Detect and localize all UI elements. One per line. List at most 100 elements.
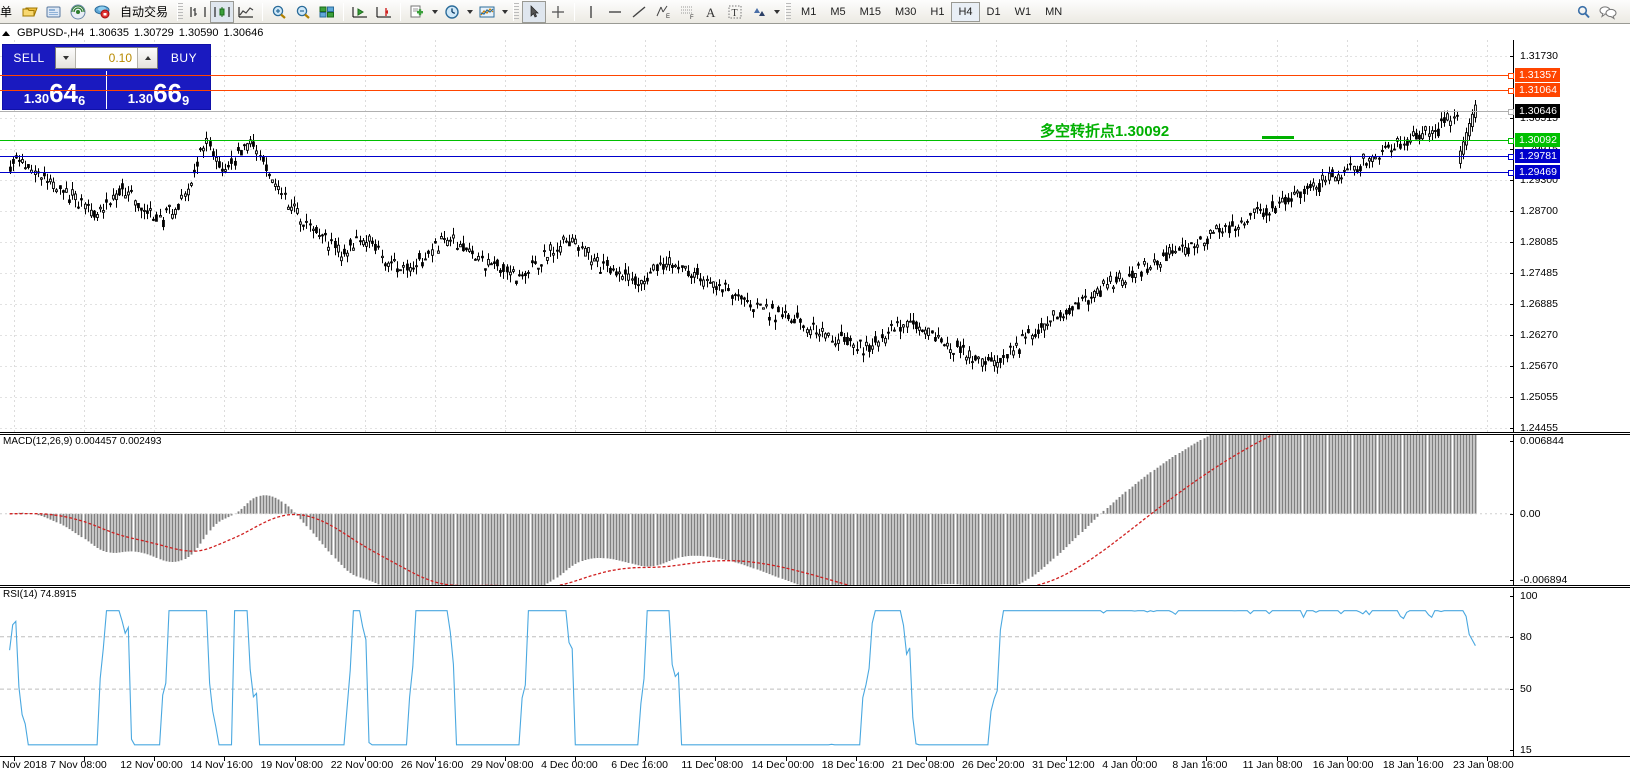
price-plot-area[interactable]	[0, 40, 1513, 432]
toolbar-grip-2[interactable]	[513, 2, 520, 21]
period-dropdown-caret[interactable]	[464, 1, 475, 23]
price-level-line[interactable]	[0, 153, 1514, 160]
search-icon[interactable]	[1572, 1, 1596, 23]
timeframe-m30[interactable]: M30	[895, 5, 917, 18]
price-level-handle[interactable]	[1508, 88, 1514, 95]
volume-increase-button[interactable]	[137, 48, 157, 68]
zoom-in-icon[interactable]	[267, 1, 291, 23]
rsi-axis-tick: 100	[1510, 590, 1538, 602]
time-axis[interactable]: Nov 2018 7 Nov 08:00 12 Nov 00:00 14 Nov 16…	[0, 756, 1630, 772]
macd-axis-tick: 0.00	[1509, 508, 1540, 520]
time-axis-label: 11 Jan 08:00	[1242, 759, 1303, 771]
folder-icon[interactable]	[18, 1, 42, 23]
timeframe-h4[interactable]: H4	[951, 1, 980, 22]
expert-advisor-icon[interactable]	[90, 1, 114, 23]
sell-price[interactable]: 1.30 64 6	[3, 71, 107, 109]
macd-axis: 0.006844 0.00 -0.006894	[1509, 435, 1630, 586]
fibonacci-icon[interactable]: F	[675, 1, 699, 23]
vertical-line-icon[interactable]	[579, 1, 603, 23]
timeframe-m15[interactable]: M15	[859, 5, 881, 18]
price-level-line[interactable]	[0, 137, 1514, 144]
pane-separator-rsi[interactable]	[0, 585, 1630, 588]
price-axis[interactable]: 1.31357 1.31064 1.30646 1.30092 1.29781 1.294…	[1510, 40, 1630, 434]
price-level-line[interactable]	[0, 169, 1514, 176]
price-tag: 1.30092	[1515, 132, 1560, 147]
pane-separator-macd[interactable]	[0, 432, 1630, 435]
crosshair-icon[interactable]	[546, 1, 570, 23]
price-level-handle[interactable]	[1508, 153, 1514, 160]
new-template-icon[interactable]	[405, 1, 429, 23]
time-axis-label: 14 Nov 16:00	[190, 759, 253, 771]
timeframe-m1[interactable]: M1	[801, 5, 817, 18]
volume-input[interactable]: 0.10	[76, 48, 137, 68]
zoom-out-icon[interactable]	[291, 1, 315, 23]
price-level-line[interactable]	[0, 88, 1514, 95]
indicators-icon[interactable]	[475, 1, 499, 23]
macd-series	[0, 435, 1513, 585]
svg-text:E: E	[666, 14, 670, 20]
price-level-handle[interactable]	[1508, 169, 1514, 176]
time-axis-label: 11 Dec 08:00	[681, 759, 744, 771]
new-order-label[interactable]: 单	[0, 5, 13, 19]
toolbar-grip[interactable]	[177, 2, 184, 21]
text-label-icon[interactable]: A	[699, 1, 723, 23]
elliott-wave-icon[interactable]: E	[651, 1, 675, 23]
time-axis-label: 21 Dec 08:00	[891, 759, 955, 771]
price-level-line[interactable]	[0, 73, 1514, 80]
price-level-handle[interactable]	[1508, 109, 1514, 116]
time-axis-tick	[1487, 757, 1488, 761]
timeframe-d1[interactable]: D1	[986, 5, 1001, 18]
chart-container[interactable]: 1.31357 1.31064 1.30646 1.30092 1.29781 1.294…	[0, 40, 1630, 772]
macd-pane[interactable]: MACD(12,26,9) 0.004457 0.002493 0.006844…	[0, 435, 1630, 586]
bar-chart-icon[interactable]	[186, 1, 210, 23]
candlestick-chart-icon[interactable]	[210, 0, 235, 23]
auto-trading-label[interactable]: 自动交易	[120, 5, 169, 19]
toolbar-grip-3[interactable]	[785, 2, 792, 21]
time-axis-label: 6 Dec 16:00	[611, 759, 668, 771]
shapes-dropdown-caret[interactable]	[771, 1, 782, 23]
price-pane[interactable]: 1.31357 1.31064 1.30646 1.30092 1.29781 1.294…	[0, 40, 1630, 434]
template-dropdown-caret[interactable]	[429, 1, 440, 23]
text-box-icon[interactable]: T	[723, 1, 747, 23]
buy-price[interactable]: 1.30 66 9	[107, 71, 210, 109]
rsi-plot-area[interactable]	[0, 588, 1513, 756]
price-tag: 1.31357	[1515, 68, 1560, 83]
price-level-handle[interactable]	[1508, 137, 1514, 144]
price-axis-tick: 1.28700	[1510, 205, 1558, 217]
timeframe-h1[interactable]: H1	[930, 5, 945, 18]
volume-decrease-button[interactable]	[56, 48, 76, 68]
timeframe-m5[interactable]: M5	[830, 5, 846, 18]
price-axis-tick: 1.31730	[1510, 50, 1558, 62]
price-level-handle[interactable]	[1508, 73, 1514, 80]
period-separators-icon[interactable]	[440, 1, 464, 23]
trendline-icon[interactable]	[627, 1, 651, 23]
sell-button[interactable]: SELL	[13, 51, 45, 65]
rsi-pane[interactable]: RSI(14) 74.8915 100 80 50 15	[0, 588, 1630, 756]
signal-icon[interactable]	[66, 1, 90, 23]
shapes-icon[interactable]	[747, 1, 771, 23]
collapse-triangle-icon[interactable]	[2, 30, 10, 36]
timeframe-mn[interactable]: MN	[1045, 5, 1063, 18]
time-axis-tick	[786, 757, 787, 761]
buy-button[interactable]: BUY	[170, 51, 198, 65]
toolbar-separator-4	[574, 2, 576, 21]
volume-stepper[interactable]: 0.10	[55, 47, 158, 69]
time-axis-tick	[14, 757, 15, 761]
time-axis-label: 26 Dec 20:00	[962, 759, 1025, 771]
time-axis-label: 7 Nov 08:00	[50, 759, 107, 771]
chat-icon[interactable]	[1596, 1, 1620, 23]
cursor-icon[interactable]	[522, 0, 547, 23]
chart-shift-icon[interactable]	[348, 1, 372, 23]
news-icon[interactable]	[42, 1, 66, 23]
toolbar-separator	[262, 2, 264, 21]
sell-price-main: 64	[49, 78, 78, 108]
tile-windows-icon[interactable]	[315, 1, 339, 23]
horizontal-line-icon[interactable]	[603, 1, 627, 23]
line-chart-icon[interactable]	[234, 1, 258, 23]
indicators-dropdown-caret[interactable]	[499, 1, 510, 23]
macd-plot-area[interactable]	[0, 435, 1513, 585]
timeframe-w1[interactable]: W1	[1014, 5, 1032, 18]
auto-scroll-icon[interactable]	[372, 1, 396, 23]
one-click-trading-panel[interactable]: SELL 0.10 BUY 1.30 64 6 1.30 66 9	[2, 44, 211, 110]
price-level-line[interactable]	[0, 109, 1514, 116]
